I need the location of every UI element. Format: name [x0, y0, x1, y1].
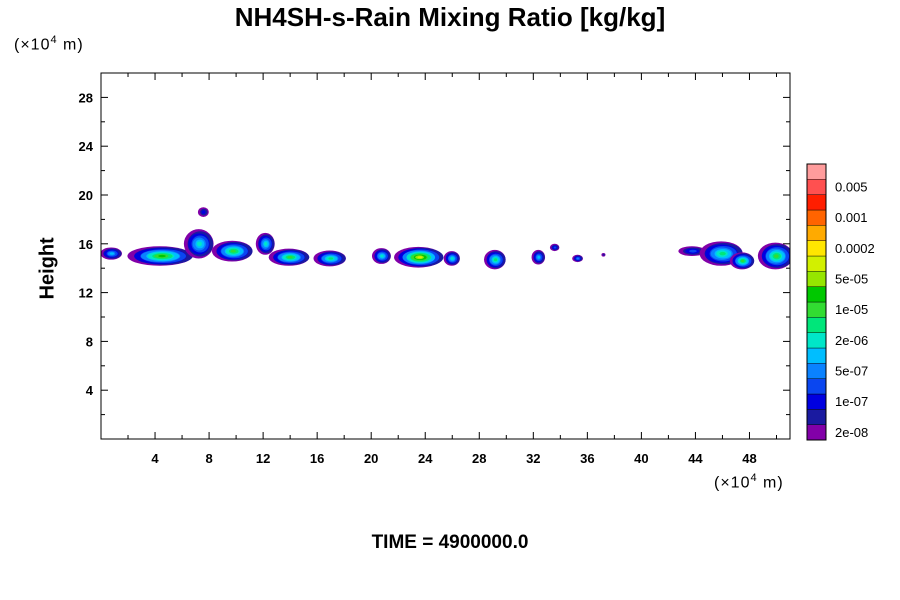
colorbar-swatch — [806, 255, 827, 272]
colorbar-swatch — [806, 347, 827, 364]
colorbar-label: 0.001 — [835, 210, 868, 225]
colorbar-label: 5e-07 — [835, 364, 868, 379]
colorbar-label: 2e-06 — [835, 333, 868, 348]
plot-frame — [100, 72, 791, 440]
contour-level — [328, 257, 334, 260]
rain-cloud — [531, 249, 546, 265]
rain-cloud — [371, 248, 391, 264]
y-axis-unit: (×104 m) — [14, 34, 84, 54]
colorbar-swatch — [806, 378, 827, 395]
rain-cloud — [678, 246, 706, 256]
x-tick-label: 16 — [310, 451, 324, 466]
colorbar-swatch — [806, 271, 827, 287]
rain-cloud — [268, 248, 310, 266]
rain-cloud — [549, 243, 560, 252]
colorbar-swatch — [806, 363, 827, 379]
colorbar-label: 5e-05 — [835, 272, 868, 287]
contour-level — [493, 258, 498, 262]
time-label: TIME = 4900000.0 — [371, 532, 529, 553]
rain-cloud — [484, 249, 506, 270]
x-tick-label: 44 — [688, 451, 703, 466]
y-tick-label: 16 — [79, 237, 93, 252]
colorbar-swatch — [806, 179, 827, 195]
contour-level — [158, 254, 166, 258]
rain-cloud — [699, 241, 743, 266]
colorbar-label: 1e-07 — [835, 394, 868, 409]
rain-cloud — [443, 251, 460, 266]
rain-cloud — [183, 229, 214, 259]
y-tick-label: 12 — [79, 286, 93, 301]
rain-cloud — [211, 240, 253, 262]
colorbar-label: 0.005 — [835, 180, 868, 195]
contour-level — [602, 253, 605, 256]
contour-level — [417, 256, 423, 259]
x-tick-label: 40 — [634, 451, 648, 466]
rain-cloud — [197, 207, 209, 217]
contour-level — [450, 257, 454, 260]
contour-level — [287, 256, 293, 259]
rain-cloud — [127, 246, 193, 266]
x-axis-unit: (×104 m) — [714, 472, 784, 492]
colorbar-swatch — [806, 194, 827, 211]
contour-level — [741, 259, 745, 263]
y-tick-label: 8 — [86, 334, 93, 349]
y-tick-label: 4 — [86, 383, 94, 398]
colorbar-label: 1e-05 — [835, 302, 868, 317]
rain-cloud — [313, 250, 346, 267]
x-tick-label: 24 — [418, 451, 433, 466]
colorbar-swatch — [806, 301, 827, 318]
rain-cloud — [601, 252, 606, 257]
x-tick-label: 8 — [205, 451, 212, 466]
rain-cloud — [757, 242, 790, 270]
y-tick-label: 24 — [79, 139, 94, 154]
colorbar-swatch — [806, 163, 827, 180]
y-tick-label: 28 — [79, 90, 93, 105]
x-tick-label: 4 — [151, 451, 159, 466]
rain-cloud — [255, 232, 275, 255]
contour-level — [230, 249, 236, 253]
rain-cloud — [572, 254, 583, 263]
colorbar-swatch — [806, 409, 827, 425]
rain-cloud — [394, 246, 444, 268]
rain-cloud — [101, 247, 122, 260]
x-tick-label: 28 — [472, 451, 486, 466]
colorbar-swatch — [806, 393, 827, 410]
contour-level — [537, 255, 541, 259]
x-tick-label: 36 — [580, 451, 594, 466]
contour-level — [774, 254, 779, 258]
y-tick-label: 20 — [79, 188, 93, 203]
colorbar-swatch — [806, 225, 827, 241]
x-tick-label: 12 — [256, 451, 270, 466]
contour-level — [264, 242, 268, 246]
colorbar-label: 0.0002 — [835, 241, 875, 256]
contour-level — [689, 249, 697, 253]
contour-level — [109, 252, 115, 255]
colorbar-swatch — [806, 240, 827, 257]
colorbar-frame — [806, 163, 827, 441]
x-tick-label: 20 — [364, 451, 378, 466]
colorbar-swatch — [806, 332, 827, 349]
mixing-ratio-field — [101, 207, 790, 270]
colorbar-swatch — [806, 317, 827, 333]
colorbar-swatch — [806, 209, 827, 226]
contour-level — [553, 246, 557, 249]
colorbar-label: 2e-08 — [835, 425, 868, 440]
x-tick-label: 32 — [526, 451, 540, 466]
contour-level — [201, 210, 206, 214]
contour-level — [196, 241, 202, 247]
colorbar: 2e-08 1e-07 5e-07 2e-06 1e-05 5e-05 0.0002 0.00… — [806, 163, 875, 441]
x-tick-label: 48 — [742, 451, 756, 466]
colorbar-swatch — [806, 424, 827, 441]
rain-cloud — [729, 252, 755, 270]
contour-level — [380, 254, 384, 258]
contour-level — [719, 251, 726, 256]
chart-title: NH4SH-s-Rain Mixing Ratio [kg/kg] — [234, 2, 666, 32]
contour-level — [576, 257, 580, 260]
colorbar-swatch — [806, 286, 827, 303]
